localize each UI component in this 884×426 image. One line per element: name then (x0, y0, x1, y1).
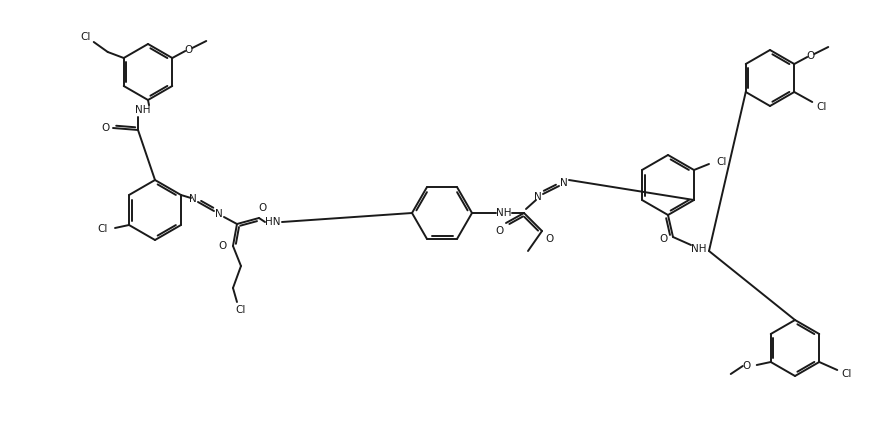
Text: Cl: Cl (80, 32, 91, 42)
Text: O: O (546, 234, 554, 244)
Text: Cl: Cl (98, 224, 108, 234)
Text: O: O (659, 234, 667, 244)
Text: N: N (534, 192, 542, 202)
Text: N: N (560, 178, 568, 188)
Text: N: N (189, 194, 197, 204)
Text: O: O (101, 123, 109, 133)
Text: NH: NH (496, 208, 512, 218)
Text: Cl: Cl (841, 369, 851, 379)
Text: NH: NH (135, 105, 151, 115)
Text: Cl: Cl (717, 157, 728, 167)
Text: O: O (219, 241, 227, 251)
Text: O: O (743, 361, 751, 371)
Text: Cl: Cl (816, 102, 827, 112)
Text: Cl: Cl (236, 305, 246, 315)
Text: NH: NH (691, 244, 706, 254)
Text: O: O (806, 51, 814, 61)
Text: O: O (184, 45, 193, 55)
Text: O: O (496, 226, 504, 236)
Text: HN: HN (265, 217, 281, 227)
Text: O: O (259, 203, 267, 213)
Text: N: N (215, 209, 223, 219)
